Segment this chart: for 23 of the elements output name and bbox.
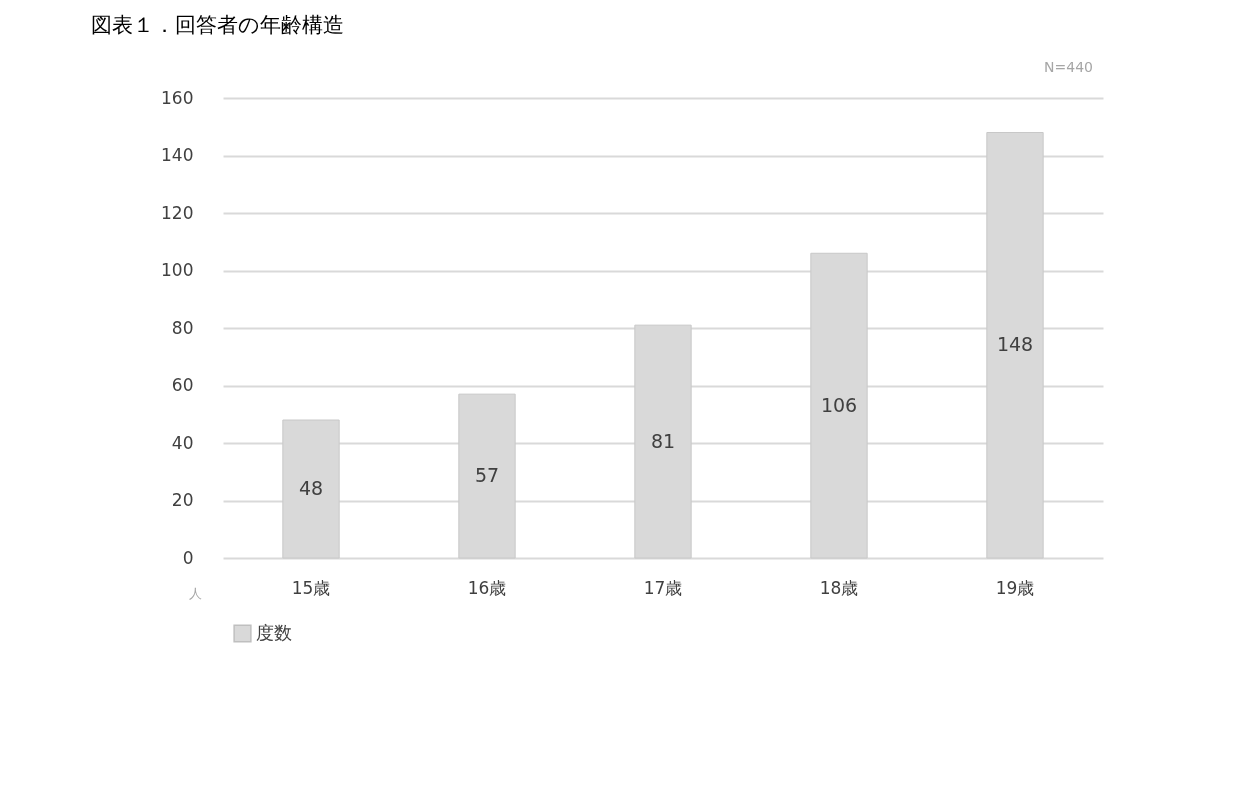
y-tick-label: 0 — [182, 547, 194, 568]
y-tick-label: 160 — [161, 87, 194, 108]
y-tick-label: 40 — [171, 432, 194, 453]
x-tick-label: 19歳 — [995, 577, 1035, 598]
text: N=440 — [1044, 59, 1093, 75]
y-axis-title: 人 — [189, 585, 202, 601]
legend-label: 度数 — [256, 621, 292, 643]
y-tick-label: 80 — [171, 317, 194, 338]
data-label: 48 — [298, 477, 324, 499]
x-tick-label: 16歳 — [467, 577, 507, 598]
x-tick-label: 17歳 — [643, 577, 683, 598]
x-tick-label: 18歳 — [819, 577, 859, 598]
y-tick-label: 120 — [161, 202, 194, 223]
data-label: 148 — [996, 333, 1034, 356]
y-tick-label: 60 — [171, 375, 194, 395]
y-tick-label: 100 — [161, 260, 194, 280]
chart-title: 図表１．回答者の年齢構造 — [90, 13, 344, 37]
data-label: 106 — [820, 393, 858, 416]
y-tick-label: 20 — [171, 490, 194, 510]
x-tick-label: 15歳 — [291, 577, 331, 598]
y-tick-label: 140 — [161, 145, 194, 165]
data-label: 57 — [474, 464, 500, 487]
data-label: 81 — [650, 429, 676, 452]
